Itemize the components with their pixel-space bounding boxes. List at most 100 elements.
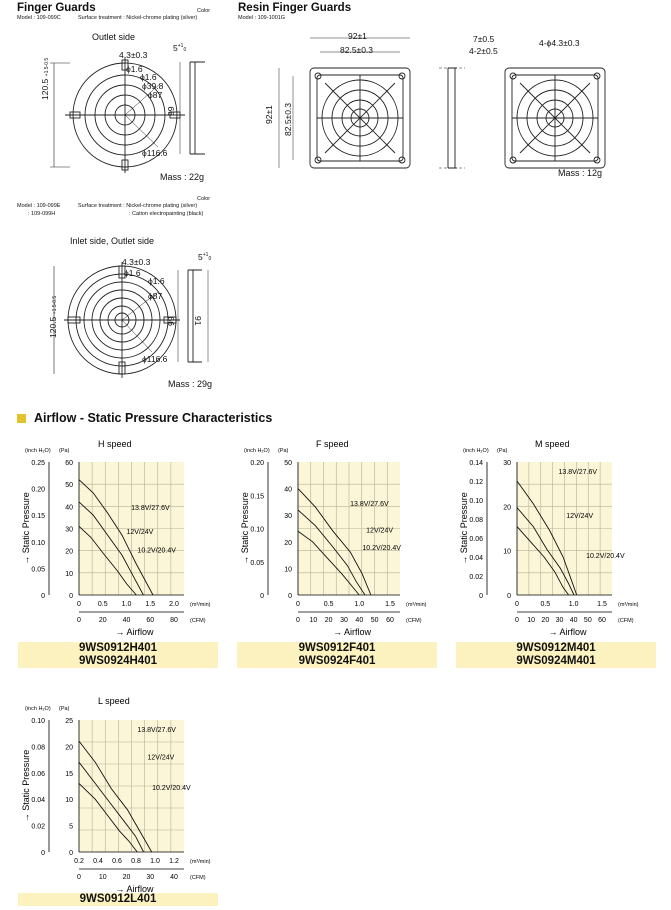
y-tick-pa: 60 [65,460,73,467]
y-tick-inch: 0.02 [31,824,45,831]
y-tick-inch: 0.05 [31,566,45,573]
model-number: 9WS0912F401 [298,642,376,654]
x-tick-m3: 0 [77,601,81,608]
x-tick-m3: 0.2 [74,858,84,865]
y-tick-pa: 25 [65,718,73,725]
x-tick-m3: 0.6 [112,858,122,865]
y-tick-pa: 10 [284,566,292,573]
y-tick-inch: 0.10 [31,718,45,725]
y-tick-pa: 50 [65,482,73,489]
dim-b-phi1166: ϕ116.6 [142,354,168,364]
x-tick-cfm: 0 [515,617,519,624]
dim-phi87: ϕ87 [148,90,163,100]
y-tick-pa: 15 [65,771,73,778]
series-label: 12V/24V [566,513,593,520]
resin-dim-92-side: 92±1 [264,105,274,124]
x-tick-cfm: 60 [598,617,606,624]
model-number: 9WS0912L401 [79,893,157,905]
x-tick-cfm: 60 [146,617,154,624]
y-tick-inch: 0.10 [250,527,264,534]
y-tick-pa: 0 [507,593,511,600]
resin-dim-4-2: 4-2±0.5 [469,46,498,56]
x-tick-m3: 0.5 [98,601,108,608]
y-tick-pa: 10 [65,797,73,804]
x-tick-m3: 1.2 [169,858,179,865]
series-label: 10.2V/20.4V [362,545,401,552]
y-tick-inch: 0 [479,593,483,600]
dim-5: 5+10 [173,43,187,53]
curve-series-0 [516,480,578,596]
dim-b-99: 99 [166,316,176,326]
y-tick-inch: 0.20 [31,487,45,494]
x-tick-m3: 0 [515,601,519,608]
curve-series-2 [78,783,138,853]
y-tick-inch: 0.20 [250,460,264,467]
y-tick-inch: 0.06 [469,536,483,543]
resin-mass: Mass : 12g [558,168,603,178]
series-label: 10.2V/20.4V [586,553,625,560]
model-number-box: 9WS0912L401 [18,893,218,906]
series-label: 10.2V/20.4V [152,785,191,792]
y-tick-inch: 0.04 [31,797,45,804]
y-tick-pa: 30 [284,513,292,520]
x-unit-cfm: (CFM) [190,618,206,624]
y-tick-pa: 40 [65,504,73,511]
curve-series-1 [78,761,145,853]
x-tick-m3: 0.8 [131,858,141,865]
chart-title: F speed [316,439,349,449]
series-label: 12V/24V [366,527,393,534]
series-label: 13.8V/27.6V [559,469,598,476]
y-tick-pa: 30 [65,527,73,534]
y-tick-inch: 0 [260,593,264,600]
resin-dim-92-top: 92±1 [348,31,367,41]
chart-title: M speed [535,439,570,449]
y-tick-inch: 0.05 [250,560,264,567]
y-tick-pa: 10 [503,549,511,556]
dim-b-1205: 120.5 +1.5-0.5 [48,295,58,338]
dim-phi1166: ϕ116.6 [142,148,168,158]
dim-phi16-a: ϕ1.6 [126,64,143,74]
y-tick-inch: 0.08 [31,744,45,751]
x-tick-cfm: 40 [170,874,178,881]
y-axis-label: → Static Pressure [21,492,31,565]
finger-guard-bottom-model-1: Model : 109-099E [17,203,61,209]
finger-guard-top-color-head: Color [197,8,211,14]
x-tick-m3: 0.4 [93,858,103,865]
finger-guard-bottom-color-head: Color [197,196,211,202]
y-tick-inch: 0 [41,850,45,857]
series-label: 13.8V/27.6V [137,727,176,734]
model-number-box: 9WS0912F401 9WS0924F401 [237,642,437,668]
x-axis-label: → Airflow [548,627,587,637]
y-tick-pa: 20 [284,540,292,547]
section-marker-icon [17,414,26,423]
y-tick-pa: 0 [69,850,73,857]
y-tick-pa: 20 [65,549,73,556]
model-number: 9WS0912H401 [79,642,157,654]
curve-series-1 [297,509,366,596]
model-number: 9WS0912M401 [516,642,596,654]
x-axis-label: → Airflow [333,627,372,637]
finger-guard-bottom-model-2: : 109-099H [28,211,56,217]
x-tick-m3: 1.0 [122,601,132,608]
x-tick-m3: 1.5 [597,601,607,608]
x-tick-cfm: 30 [340,617,348,624]
resin-dim-holes: 4-ϕ4.3±0.3 [539,38,580,48]
y-tick-pa: 50 [284,460,292,467]
finger-guard-top-view-label: Outlet side [92,32,136,42]
curve-series-0 [78,740,153,853]
y-tick-inch: 0.10 [31,540,45,547]
finger-guard-top-model: Model : 109-099C [17,15,61,21]
y-tick-pa: 0 [288,593,292,600]
x-axis-label: → Airflow [115,627,154,637]
y-tick-pa: 30 [503,460,511,467]
dim-99: 99 [166,106,176,116]
model-number: 9WS0924M401 [516,655,596,667]
x-tick-m3: 0 [296,601,300,608]
series-label: 12V/24V [147,755,174,762]
dim-4-3: 4.3±0.3 [119,50,148,60]
resin-dim-7: 7±0.5 [473,34,495,44]
y-tick-inch: 0.08 [469,517,483,524]
x-tick-m3: 1.0 [354,601,364,608]
series-label: 12V/24V [126,529,153,536]
y-tick-inch: 0.15 [31,513,45,520]
